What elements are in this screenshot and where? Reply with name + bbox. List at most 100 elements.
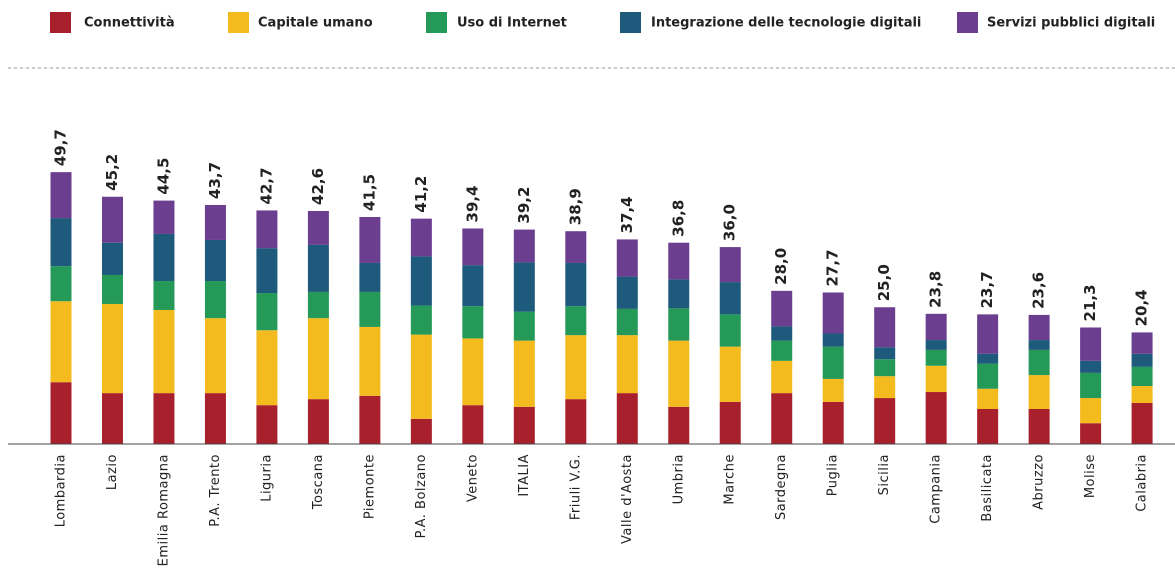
bar-segment: [410, 218, 432, 257]
bar-segment: [719, 247, 741, 283]
legend-swatch: [228, 12, 249, 33]
total-label: 36,0: [721, 204, 739, 241]
bar-segment: [977, 408, 999, 444]
bar-segment: [977, 353, 999, 364]
bar-segment: [513, 262, 535, 312]
bar-segment: [822, 292, 844, 334]
x-tick-label: Puglia: [826, 454, 841, 496]
bar-segment: [410, 256, 432, 306]
bar-segment: [359, 262, 381, 292]
bar-segment: [410, 418, 432, 444]
bar-segment: [153, 309, 175, 394]
bar-segment: [153, 233, 175, 281]
x-tick-label: Umbria: [671, 454, 686, 504]
bar-segment: [719, 314, 741, 347]
bar-segment: [1131, 366, 1153, 387]
bar-segment: [101, 393, 123, 444]
bar-segment: [771, 393, 793, 444]
bar-segment: [307, 210, 329, 245]
bar-segment: [771, 290, 793, 327]
total-label: 21,3: [1081, 284, 1099, 321]
x-tick-label: Basilicata: [980, 454, 995, 522]
bar-segment: [1080, 327, 1102, 361]
bar-segment: [50, 172, 72, 219]
legend: Connettività Capitale umano Uso di Inter…: [50, 12, 1155, 33]
bar-segment: [410, 334, 432, 419]
total-label: 37,4: [618, 196, 636, 233]
total-label: 36,8: [669, 200, 687, 237]
bar-segment: [1080, 360, 1102, 373]
total-label: 42,6: [309, 168, 327, 205]
total-label: 39,4: [463, 185, 481, 222]
bar-segment: [204, 204, 226, 240]
x-tick-label: Marche: [723, 454, 738, 505]
bar-segment: [668, 340, 690, 407]
bar-segment: [513, 406, 535, 444]
bar-segment: [719, 282, 741, 315]
x-tick-label: Sardegna: [774, 454, 789, 520]
bar-segment: [1028, 340, 1050, 350]
bar-segment: [462, 306, 484, 339]
bar-segment: [925, 349, 947, 366]
bar-segment: [153, 200, 175, 234]
bar-segment: [616, 308, 638, 336]
total-label: 49,7: [52, 129, 70, 166]
bar-segment: [101, 274, 123, 304]
bar-segment: [204, 239, 226, 281]
x-tick-label: Emilia Romagna: [156, 454, 171, 566]
bar-segment: [307, 318, 329, 400]
bar-segment: [771, 340, 793, 361]
bar-segment: [359, 216, 381, 263]
bar-segment: [153, 280, 175, 310]
bar-segment: [359, 326, 381, 396]
bar-segment: [874, 347, 896, 360]
x-tick-label: P.A. Trento: [208, 454, 223, 527]
bar-segment: [50, 301, 72, 383]
bar-segment: [668, 308, 690, 341]
bar-segment: [101, 303, 123, 394]
x-tick-label: Liguria: [259, 454, 274, 502]
bar-segment: [977, 314, 999, 354]
bar-segment: [256, 293, 278, 331]
bar-segment: [256, 248, 278, 294]
bar-segment: [874, 359, 896, 377]
total-label: 41,5: [360, 174, 378, 211]
bar-segment: [513, 311, 535, 341]
bar-segment: [719, 346, 741, 402]
x-tick-label: Abruzzo: [1032, 454, 1047, 510]
bar-segment: [925, 392, 947, 444]
bar-segment: [1028, 408, 1050, 444]
bar-segment: [874, 307, 896, 348]
bar-segment: [616, 335, 638, 394]
legend-swatch: [620, 12, 641, 33]
bar-segment: [256, 330, 278, 406]
bar-segment: [925, 365, 947, 393]
x-tick-label: Lazio: [105, 454, 120, 490]
bar-segment: [1028, 375, 1050, 409]
legend-label: Capitale umano: [258, 16, 373, 31]
bar-segment: [616, 276, 638, 309]
total-label: 20,4: [1133, 289, 1151, 326]
bar-segment: [874, 376, 896, 399]
bar-segment: [925, 340, 947, 350]
legend-label: Uso di Internet: [457, 16, 567, 31]
x-tick-label: Piemonte: [362, 454, 377, 519]
bar-segment: [50, 382, 72, 444]
bar-segment: [101, 242, 123, 275]
total-label: 23,7: [978, 271, 996, 308]
bar-segment: [462, 405, 484, 444]
legend-label: Servizi pubblici digitali: [987, 16, 1155, 31]
bar-segment: [1131, 386, 1153, 403]
bar-segment: [1131, 402, 1153, 444]
bar-segment: [462, 228, 484, 266]
bar-segment: [101, 196, 123, 243]
total-label: 42,7: [257, 167, 275, 204]
x-tick-label: Sicilia: [877, 454, 892, 495]
legend-label: Integrazione delle tecnologie digitali: [651, 16, 921, 31]
x-tick-label: P.A. Bolzano: [414, 454, 429, 538]
bar-segment: [307, 399, 329, 444]
total-label: 23,8: [927, 271, 945, 308]
bar-segment: [1028, 314, 1050, 341]
x-tick-label: Valle d'Aosta: [620, 454, 635, 544]
bar-segment: [307, 244, 329, 292]
